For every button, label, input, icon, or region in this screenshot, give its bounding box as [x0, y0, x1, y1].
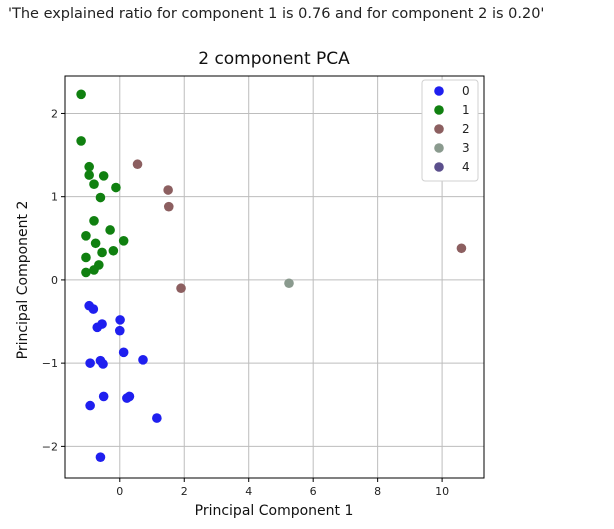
data-point-series-0 — [152, 413, 162, 423]
legend-marker — [434, 105, 444, 115]
x-tick-label: 10 — [435, 485, 449, 498]
x-tick: 4 — [245, 478, 252, 498]
data-point-series-2 — [163, 201, 174, 212]
y-tick: 2 — [51, 107, 65, 120]
y-tick-label: −2 — [42, 440, 58, 453]
data-point-series-3 — [284, 278, 294, 289]
data-point-series-2 — [456, 243, 467, 254]
legend-entry: 2 — [434, 122, 470, 136]
y-tick-label: 2 — [51, 107, 58, 120]
y-tick: 0 — [51, 274, 65, 287]
chart-title: 2 component PCA — [198, 49, 350, 69]
data-point-series-2 — [163, 185, 173, 195]
legend-box — [421, 79, 479, 182]
x-tick-label: 8 — [374, 485, 381, 498]
data-point-series-2 — [132, 159, 143, 170]
x-tick: 6 — [310, 478, 317, 498]
data-point-series-1 — [84, 161, 94, 172]
data-point-series-1 — [76, 136, 86, 146]
legend-label: 2 — [462, 122, 470, 136]
x-tick: 0 — [116, 478, 123, 498]
data-point-series-1 — [89, 179, 99, 189]
grid — [65, 76, 484, 478]
data-point-series-2 — [176, 283, 186, 294]
data-point-series-1 — [89, 265, 99, 275]
x-axis-ticks: 0 2 4 6 8 10 — [116, 478, 449, 498]
data-point-series-0 — [88, 304, 99, 314]
plot-frame — [64, 75, 485, 479]
y-tick-label: 0 — [51, 274, 58, 287]
data-point-series-1 — [98, 171, 109, 181]
x-tick: 8 — [374, 478, 381, 498]
x-tick-label: 0 — [116, 485, 123, 498]
legend: 0 1 2 3 4 — [421, 79, 479, 182]
data-point-series-0 — [85, 358, 95, 368]
legend-label: 0 — [462, 84, 470, 98]
data-point-series-0 — [118, 347, 129, 358]
y-axis-ticks: −2 −1 0 1 2 — [42, 107, 65, 453]
data-point-series-1 — [97, 247, 107, 258]
legend-marker — [434, 162, 444, 172]
y-axis-label: Principal Component 2 — [15, 201, 31, 360]
data-points — [76, 89, 467, 462]
data-point-series-0 — [122, 393, 132, 403]
y-tick-label: −1 — [42, 357, 58, 370]
data-point-series-1 — [81, 252, 91, 263]
data-point-series-1 — [76, 89, 86, 100]
data-point-series-0 — [98, 359, 108, 369]
y-tick-label: 1 — [51, 191, 58, 204]
y-tick: −2 — [42, 440, 65, 453]
y-tick: 1 — [51, 191, 65, 204]
data-point-series-0 — [138, 355, 148, 365]
legend-label: 4 — [462, 160, 470, 174]
x-tick: 2 — [181, 478, 188, 498]
data-point-series-1 — [95, 192, 106, 203]
data-point-series-0 — [85, 400, 95, 411]
x-tick-label: 6 — [310, 485, 317, 498]
data-point-series-1 — [81, 267, 91, 278]
y-tick: −1 — [42, 357, 65, 370]
legend-marker — [434, 143, 444, 153]
legend-label: 3 — [462, 141, 470, 155]
x-axis-label: Principal Component 1 — [195, 503, 354, 519]
data-point-series-0 — [114, 325, 125, 336]
legend-entry: 3 — [434, 141, 470, 155]
data-point-series-0 — [92, 322, 103, 333]
data-point-series-1 — [108, 245, 119, 256]
x-tick-label: 2 — [181, 485, 188, 498]
data-point-series-0 — [95, 452, 106, 462]
data-point-series-1 — [84, 170, 94, 180]
x-tick: 10 — [435, 478, 449, 498]
output-text: 'The explained ratio for component 1 is … — [8, 6, 545, 22]
data-point-series-1 — [118, 235, 129, 246]
legend-entry: 1 — [434, 103, 470, 117]
data-point-series-1 — [89, 216, 99, 226]
legend-marker — [434, 124, 444, 134]
data-point-series-0 — [115, 315, 125, 325]
data-point-series-0 — [98, 391, 109, 402]
legend-entry: 0 — [434, 84, 470, 98]
legend-marker — [434, 86, 444, 96]
data-point-series-1 — [105, 225, 115, 235]
legend-label: 1 — [462, 103, 470, 117]
legend-entry: 4 — [434, 160, 470, 174]
data-point-series-1 — [81, 231, 91, 241]
data-point-series-1 — [90, 238, 101, 249]
x-tick-label: 4 — [245, 485, 252, 498]
data-point-series-1 — [111, 182, 121, 193]
